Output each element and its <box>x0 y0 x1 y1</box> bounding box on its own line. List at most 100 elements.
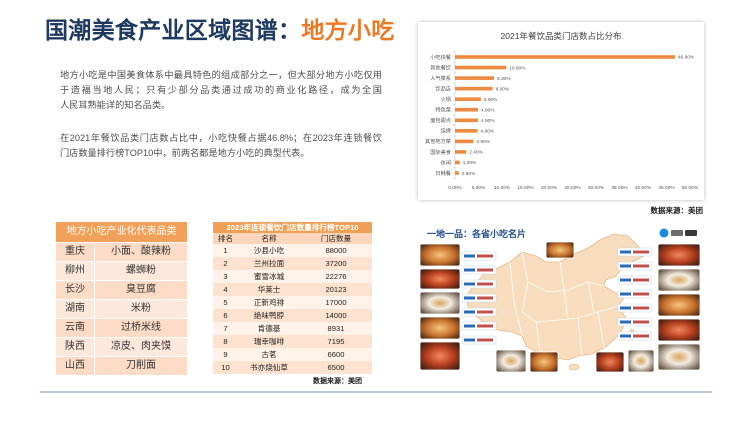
snack-cell: 凉皮、肉夹馍 <box>111 341 171 352</box>
table-row: 陕西 凉皮、肉夹馍 <box>56 337 187 356</box>
ranking-source-note: 数据来源：美团 <box>313 378 362 385</box>
category-label: 烧烤 <box>441 127 451 135</box>
bar-value-label: 3.90% <box>476 139 490 145</box>
table-row: 山西 刀削面 <box>56 356 187 375</box>
bar-value-label: 4.80% <box>481 129 495 135</box>
chip-province-mark <box>620 250 631 254</box>
chip-province-mark <box>620 334 631 338</box>
category-label: 其他地方菜 <box>425 137 451 145</box>
snack-cell: 小面、酸辣粉 <box>111 246 171 257</box>
table-row: 1 沙县小吃 88000 <box>213 244 372 257</box>
store-count-cell: 7195 <box>327 337 345 346</box>
chip-province-mark <box>464 268 475 272</box>
x-tick-label: 40.00% <box>635 185 652 191</box>
chip-province-mark <box>620 292 631 296</box>
food-photo <box>419 243 461 267</box>
chip-dish-mark <box>633 264 649 268</box>
x-tick-label: 30.00% <box>588 185 605 191</box>
map-illustration <box>419 228 701 373</box>
map-label-chip <box>461 265 497 275</box>
food-photo <box>595 351 625 373</box>
category-label: 人气菜系 <box>430 74 451 82</box>
x-tick-label: 45.00% <box>658 185 675 191</box>
province-border <box>577 317 583 357</box>
chart-bar <box>455 139 474 144</box>
table-row: 湖南 米粉 <box>56 299 187 318</box>
chip-province-mark <box>464 254 475 258</box>
snack-cell: 刀削面 <box>126 360 156 371</box>
logo-wordmark <box>685 230 697 236</box>
chart-bar <box>455 118 479 123</box>
brand-name-cell: 正新鸡排 <box>253 298 285 307</box>
snack-cell: 臭豆腐 <box>126 284 156 295</box>
region-cell: 云南 <box>56 319 95 337</box>
chip-province-mark <box>620 320 631 324</box>
food-photo <box>419 268 461 290</box>
rank-cell: 6 <box>223 311 228 320</box>
food-photo <box>419 291 461 315</box>
bar-value-label: 4.90% <box>481 118 495 124</box>
table-row: 7 肯德基 8931 <box>213 322 372 335</box>
snack-cell: 螺蛳粉 <box>126 265 156 276</box>
brand-name-cell: 兰州拉面 <box>253 259 285 268</box>
table-row: 重庆 小面、酸辣粉 <box>56 242 187 261</box>
map-label-chip <box>617 275 653 285</box>
page-title-main: 国潮美食产业区域图谱： <box>45 17 302 43</box>
column-header-name: 名称 <box>261 234 277 243</box>
map-label-chip <box>461 279 497 289</box>
rank-cell: 10 <box>221 363 230 372</box>
chip-dish-mark <box>477 324 493 328</box>
chain-ranking-table: 2023年连锁餐饮门店数量排行榜TOP10 排名 名称 门店数量 1 沙县小吃 88… <box>213 222 372 374</box>
brand-name-cell: 瑞幸咖啡 <box>253 337 285 346</box>
food-photo <box>657 293 701 317</box>
table-row: 柳州 螺蛳粉 <box>56 261 187 280</box>
chip-province-mark <box>464 296 475 300</box>
brand-name-cell: 蜜雪冰城 <box>253 272 285 281</box>
province-border <box>535 321 541 353</box>
region-cell: 长沙 <box>56 281 95 299</box>
province-border <box>509 261 523 337</box>
brand-name-cell: 华莱士 <box>257 285 281 294</box>
chart-bar <box>455 160 460 165</box>
table-row: 9 古茗 6600 <box>213 348 372 361</box>
intro-line: 人民耳熟能详的知名品类。 <box>60 100 171 110</box>
bar-value-label: 1.00% <box>463 160 477 166</box>
map-label-chip <box>461 335 497 345</box>
intro-line: 门店数量排行榜TOP10中，前两名都是地方小吃的典型代表。 <box>60 148 310 158</box>
map-label-chip <box>617 317 653 327</box>
store-count-cell: 17000 <box>325 298 347 307</box>
map-label-chip <box>617 303 653 313</box>
table-title: 2023年连锁餐饮门店数量排行榜TOP10 <box>213 222 372 233</box>
rank-cell: 4 <box>223 285 228 294</box>
intro-line: 于造福当地人民；只有少部分品类通过成功的商业化路径，成为全国 <box>60 85 382 95</box>
rank-cell: 1 <box>223 246 228 255</box>
chart-bar <box>455 86 493 91</box>
bar-value-label: 4.90% <box>481 107 495 113</box>
category-label: 国际美食 <box>430 148 452 156</box>
bar-value-label: 8.00% <box>496 86 510 92</box>
x-tick-label: 5.00% <box>472 185 486 191</box>
table-title: 地方小吃产业化代表品类 <box>56 222 187 242</box>
category-label: 火锅 <box>441 95 451 103</box>
province-border <box>521 251 605 293</box>
table-body: 重庆 小面、酸辣粉 柳州 螺蛳粉 长沙 臭豆腐 湖南 米粉 云南 过桥米线 陕西 凉皮、肉夹馍 山西 刀削… <box>56 242 187 375</box>
table-row: 2 兰州拉面 37200 <box>213 257 372 270</box>
rank-cell: 9 <box>223 350 228 359</box>
chip-dish-mark <box>633 250 649 254</box>
map-title: 一地一品：各省小吃名片 <box>427 229 527 239</box>
chip-province-mark <box>620 264 631 268</box>
column-header-stores: 门店数量 <box>320 234 352 243</box>
chart-bar <box>455 65 507 70</box>
chip-province-mark <box>620 278 631 282</box>
chart-bar <box>455 171 459 175</box>
chip-dish-mark <box>633 320 649 324</box>
table-row: 5 正新鸡排 17000 <box>213 296 372 309</box>
bar-chart-svg: 2021年餐饮品类门店数占比分布 小吃快餐 46.80% 其他餐饮 10.90% 人气菜… <box>425 31 699 191</box>
intro-line: 地方小吃是中国美食体系中最具特色的组成部分之一，但大部分地方小吃仅用 <box>60 70 382 80</box>
bar-value-label: 2.40% <box>469 150 483 156</box>
map-label-chip <box>617 289 653 299</box>
chip-province-mark <box>464 282 475 286</box>
chip-dish-mark <box>477 268 493 272</box>
food-photo <box>419 316 461 340</box>
brand-name-cell: 肯德基 <box>257 324 281 333</box>
